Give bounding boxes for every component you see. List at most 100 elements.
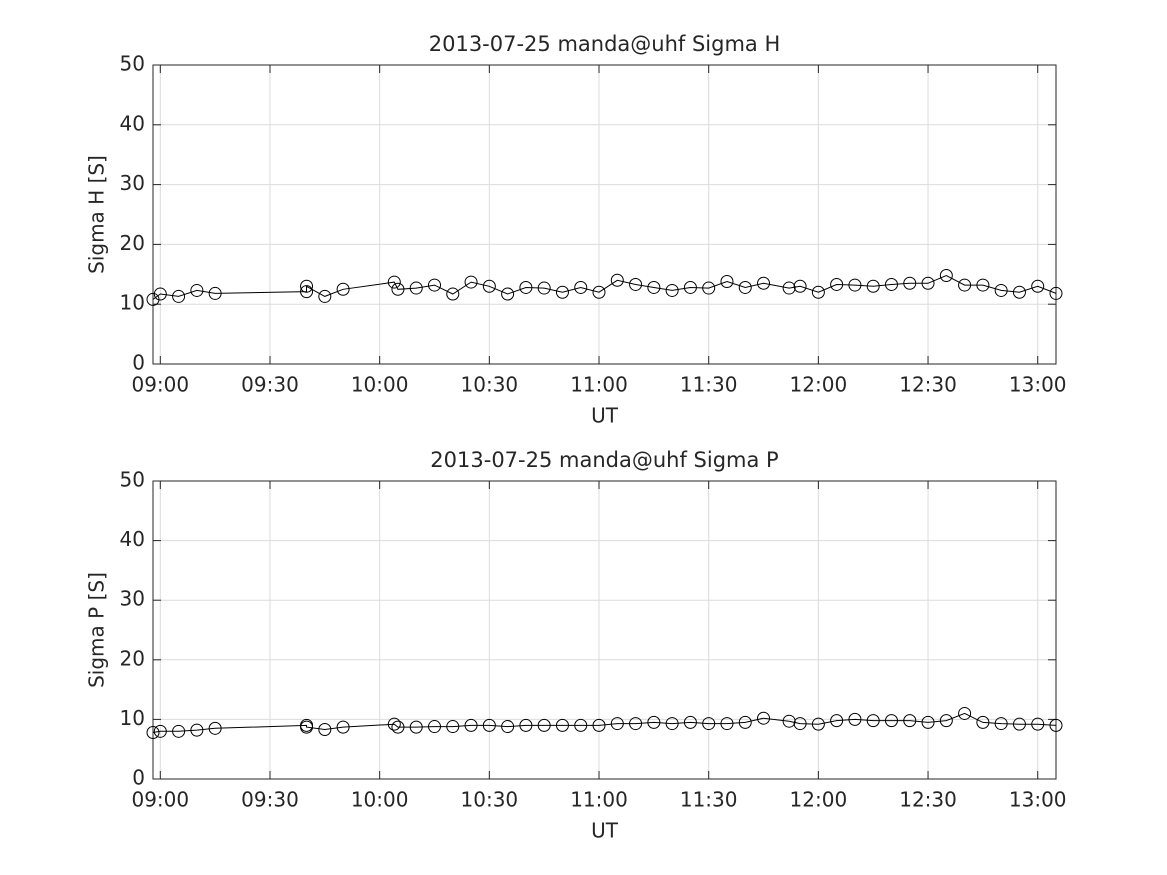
data-point xyxy=(300,279,314,293)
y-tick-label: 10 xyxy=(120,706,145,730)
y-tick-label: 20 xyxy=(120,231,145,255)
data-point xyxy=(555,285,569,299)
data-point xyxy=(208,286,222,300)
data-point xyxy=(387,717,401,731)
x-tick-label: 09:00 xyxy=(131,788,189,812)
y-tick-label: 30 xyxy=(120,587,145,611)
data-point xyxy=(592,285,606,299)
data-point xyxy=(592,718,606,732)
data-point xyxy=(793,717,807,731)
data-point xyxy=(994,283,1008,297)
data-point xyxy=(409,720,423,734)
chart-title: 2013-07-25 manda@uhf Sigma H xyxy=(429,32,781,56)
chart-title: 2013-07-25 manda@uhf Sigma P xyxy=(430,448,778,472)
data-point xyxy=(866,714,880,728)
data-point xyxy=(428,720,442,734)
y-tick-label: 40 xyxy=(120,111,145,135)
data-point xyxy=(738,715,752,729)
data-point xyxy=(757,276,771,290)
data-point xyxy=(1049,718,1063,732)
y-tick-label: 50 xyxy=(120,52,145,76)
data-point xyxy=(848,712,862,726)
data-point xyxy=(574,718,588,732)
data-point xyxy=(939,714,953,728)
x-tick-label: 09:30 xyxy=(241,373,299,397)
data-point xyxy=(146,726,160,740)
data-point xyxy=(1012,285,1026,299)
data-point xyxy=(464,718,478,732)
data-point xyxy=(830,277,844,291)
data-point xyxy=(1012,717,1026,731)
x-tick-label: 12:30 xyxy=(899,788,957,812)
x-tick-label: 11:30 xyxy=(680,788,738,812)
data-point xyxy=(921,276,935,290)
x-tick-label: 11:30 xyxy=(680,373,738,397)
data-point xyxy=(336,720,350,734)
data-point xyxy=(318,289,332,303)
data-point xyxy=(153,287,167,301)
axes-box xyxy=(152,64,1057,365)
x-tick-label: 09:30 xyxy=(241,788,299,812)
x-tick-label: 10:30 xyxy=(461,373,519,397)
data-point xyxy=(336,282,350,296)
data-point xyxy=(702,717,716,731)
data-point xyxy=(519,718,533,732)
x-axis-label: UT xyxy=(591,404,619,428)
y-axis-label: Sigma H [S] xyxy=(85,155,109,274)
y-tick-label: 40 xyxy=(120,527,145,551)
data-point xyxy=(629,277,643,291)
data-point xyxy=(172,289,186,303)
data-point xyxy=(958,278,972,292)
data-point xyxy=(884,277,898,291)
data-point xyxy=(921,715,935,729)
data-point xyxy=(501,720,515,734)
x-tick-label: 10:00 xyxy=(351,373,409,397)
data-point xyxy=(446,287,460,301)
x-tick-label: 12:00 xyxy=(790,373,848,397)
data-point xyxy=(702,281,716,295)
data-point xyxy=(409,281,423,295)
data-point xyxy=(848,278,862,292)
data-point xyxy=(939,268,953,282)
data-point xyxy=(190,283,204,297)
data-point xyxy=(208,721,222,735)
data-point xyxy=(958,706,972,720)
y-tick-label: 0 xyxy=(132,351,145,375)
x-tick-label: 10:00 xyxy=(351,788,409,812)
data-point xyxy=(387,275,401,289)
data-point xyxy=(519,280,533,294)
data-point xyxy=(903,276,917,290)
data-point xyxy=(610,273,624,287)
x-axis-label: UT xyxy=(591,819,619,843)
data-point xyxy=(501,287,515,301)
data-point xyxy=(1031,717,1045,731)
y-axis-label: Sigma P [S] xyxy=(85,572,109,688)
data-point xyxy=(172,724,186,738)
data-point xyxy=(153,724,167,738)
data-point xyxy=(555,718,569,732)
x-tick-label: 11:00 xyxy=(570,788,628,812)
data-point xyxy=(574,280,588,294)
y-tick-label: 20 xyxy=(120,646,145,670)
y-tick-label: 30 xyxy=(120,171,145,195)
axes-box xyxy=(152,480,1057,780)
data-point xyxy=(428,278,442,292)
x-tick-label: 09:00 xyxy=(131,373,189,397)
data-point xyxy=(683,280,697,294)
data-point xyxy=(318,723,332,737)
data-point xyxy=(482,718,496,732)
data-point xyxy=(482,279,496,293)
data-point xyxy=(190,723,204,737)
data-point xyxy=(391,282,405,296)
data-point xyxy=(300,285,314,299)
y-tick-label: 10 xyxy=(120,291,145,315)
axes: 09:00 09:30 10:00 10:30 11:00 11:30 12:00 12:30… xyxy=(85,448,1067,843)
data-point xyxy=(464,275,478,289)
x-tick-label: 13:00 xyxy=(1009,788,1067,812)
data-point xyxy=(537,718,551,732)
plot-area xyxy=(153,481,1056,779)
data-point xyxy=(757,711,771,725)
data-point xyxy=(976,715,990,729)
data-point xyxy=(446,720,460,734)
